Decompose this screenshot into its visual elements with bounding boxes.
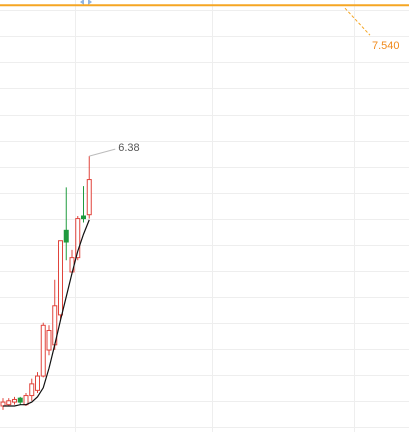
candle-body (46, 330, 52, 351)
price-label: 7.540 (372, 40, 400, 52)
candle-body (29, 383, 35, 397)
scroll-handle[interactable] (80, 0, 92, 5)
candle-body (86, 179, 92, 216)
high-label: 6.38 (118, 142, 139, 154)
candle-body (17, 397, 23, 403)
candle-body (58, 240, 63, 316)
price-leader (344, 7, 371, 36)
candle-body (6, 400, 12, 406)
candle-body (81, 215, 86, 220)
handle-icon (80, 0, 92, 5)
candle-body (12, 398, 17, 403)
candle-body (23, 395, 29, 406)
ma-line (3, 219, 90, 407)
candle-body (75, 218, 81, 259)
candle-body (35, 375, 40, 391)
candle-body (63, 229, 69, 243)
high-leader (89, 148, 116, 157)
candle-body (40, 324, 46, 377)
